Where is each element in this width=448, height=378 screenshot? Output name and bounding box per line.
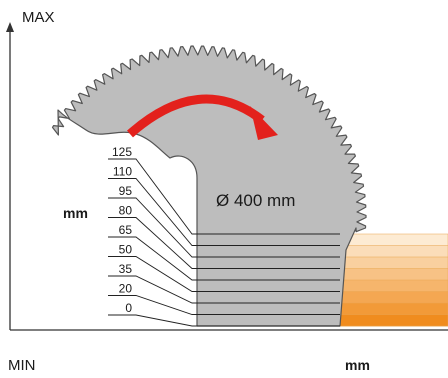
leader-line-110 bbox=[108, 178, 340, 246]
rotation-arrow-head bbox=[250, 106, 278, 140]
min-label: MIN bbox=[8, 357, 36, 374]
leader-line-20 bbox=[108, 295, 340, 315]
vertical-axis-arrow-icon bbox=[6, 22, 14, 32]
tick-label-20: 20 bbox=[119, 282, 133, 296]
depth-tick-labels: 125 110 95 80 65 50 35 20 0 bbox=[112, 145, 132, 315]
tick-label-95: 95 bbox=[119, 184, 133, 198]
leader-line-0 bbox=[108, 314, 340, 327]
tick-label-65: 65 bbox=[119, 223, 133, 237]
tick-label-80: 80 bbox=[119, 204, 133, 218]
vertical-unit-label: mm bbox=[63, 205, 88, 221]
leader-line-50 bbox=[108, 256, 340, 292]
leader-line-80 bbox=[108, 217, 340, 269]
leader-line-125 bbox=[108, 158, 340, 235]
tick-label-35: 35 bbox=[119, 262, 133, 276]
leader-line-95 bbox=[108, 197, 340, 258]
axes bbox=[6, 22, 448, 331]
tick-label-125: 125 bbox=[112, 145, 132, 159]
depth-leader-lines bbox=[108, 158, 340, 327]
horizontal-unit-label: mm bbox=[345, 357, 370, 373]
rotation-arrow bbox=[127, 94, 265, 138]
saw-blade bbox=[51, 45, 367, 327]
max-label: MAX bbox=[22, 9, 55, 26]
leader-line-65 bbox=[108, 236, 340, 281]
tick-label-50: 50 bbox=[119, 243, 133, 257]
leader-line-35 bbox=[108, 275, 340, 304]
blade-diameter-label: Ø 400 mm bbox=[216, 191, 295, 210]
tick-label-0: 0 bbox=[125, 301, 132, 315]
tick-label-110: 110 bbox=[113, 165, 132, 179]
